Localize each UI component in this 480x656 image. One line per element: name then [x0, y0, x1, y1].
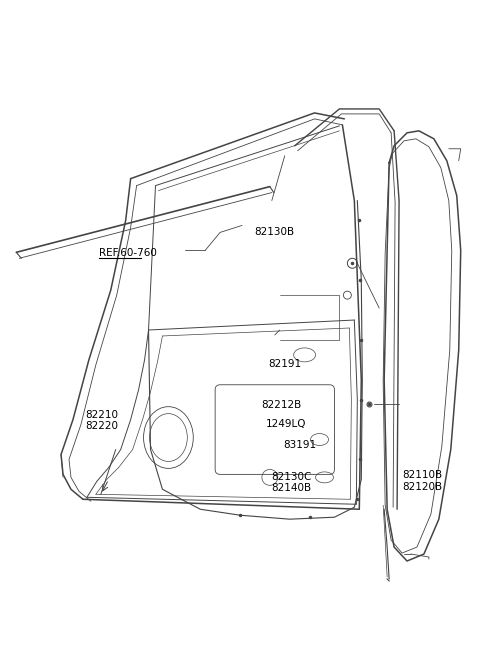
- Text: REF.60-760: REF.60-760: [99, 249, 157, 258]
- Text: 82212B: 82212B: [262, 400, 302, 410]
- Text: 83191: 83191: [283, 440, 316, 451]
- Text: 82130C
82140B: 82130C 82140B: [271, 472, 312, 493]
- Text: 1249LQ: 1249LQ: [266, 419, 307, 430]
- Text: 82110B
82120B: 82110B 82120B: [402, 470, 443, 492]
- Text: 82130B: 82130B: [254, 227, 294, 237]
- Text: 82191: 82191: [269, 359, 302, 369]
- Text: 82210
82220: 82210 82220: [85, 409, 118, 431]
